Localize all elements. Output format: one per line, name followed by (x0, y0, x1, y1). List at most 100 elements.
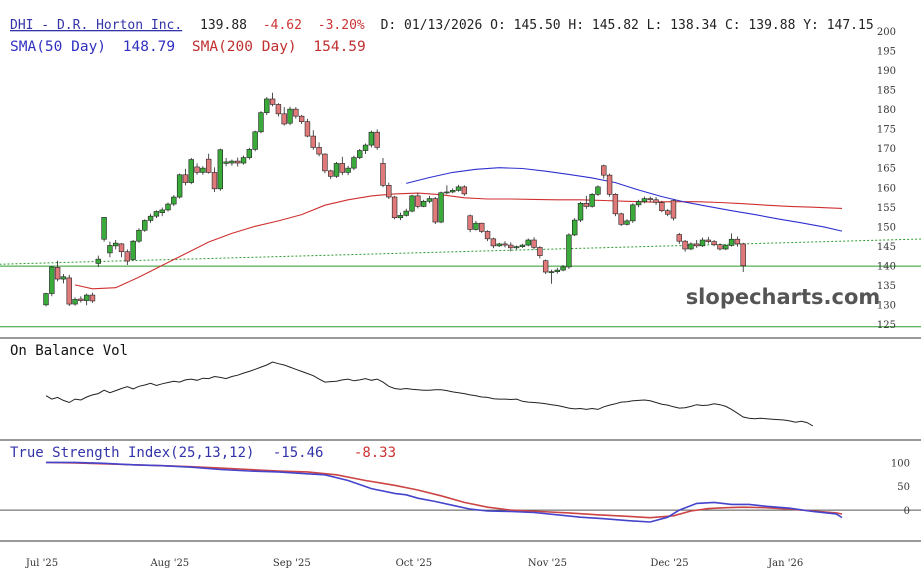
candle-body (147, 215, 154, 221)
candle-body (113, 242, 119, 247)
candle-body (60, 276, 67, 280)
candle-body (107, 245, 113, 254)
candle-body (542, 260, 549, 273)
candle-body (566, 234, 572, 268)
candle-body (287, 108, 293, 124)
price-axis-tick: 130 (877, 300, 896, 311)
candle-body (333, 163, 340, 177)
candle-body (310, 135, 316, 148)
sma-legend: SMA(50 Day) 148.79 SMA(200 Day) 154.59 (10, 39, 366, 55)
candle-body (43, 293, 49, 306)
candle-body (438, 192, 444, 223)
price-axis-tick: 185 (877, 86, 896, 97)
candle-body (188, 159, 194, 183)
candle-body (664, 210, 671, 215)
candle-body (618, 213, 624, 225)
candle-body (357, 150, 363, 158)
header-line: DHI - D.R. Horton Inc. 139.88 -4.62 -3.2… (10, 18, 874, 33)
date-axis-tick: Nov '25 (528, 558, 567, 569)
candle-body (676, 234, 682, 242)
candle-body (246, 149, 253, 158)
candle-body (153, 211, 160, 217)
candle-body (606, 174, 613, 195)
candle-body (362, 144, 369, 151)
price-axis-tick: 175 (877, 125, 896, 136)
candle-body (688, 243, 694, 250)
candle-body (345, 167, 351, 173)
candle-body (711, 241, 717, 245)
last-price: 139.88 (200, 18, 247, 33)
candle-body (211, 172, 218, 190)
candle-body (374, 131, 380, 148)
tsi-panel (0, 461, 921, 523)
candle-body (205, 158, 212, 173)
candle-body (182, 174, 189, 183)
candle-body (554, 269, 560, 272)
candle-body (624, 220, 630, 225)
candle-body (223, 161, 229, 164)
candle-body (473, 222, 479, 230)
candle-body (78, 298, 84, 301)
price-axis-tick: 190 (877, 66, 896, 77)
obv-line (45, 361, 814, 427)
sma200-line (74, 192, 843, 290)
candle-body (444, 191, 450, 194)
axis-layer: 125 130 135 140 145 150 155 160 165 170 175 180 185 1… (25, 27, 910, 569)
candle-body (508, 244, 514, 249)
candle-body (734, 238, 741, 245)
candle-body (130, 240, 136, 260)
candle-body (577, 202, 584, 221)
candle-body (136, 229, 142, 242)
candle-body (432, 198, 438, 223)
candle-body (176, 174, 183, 198)
candle-body (583, 202, 590, 207)
date-axis-tick: Jan '26 (767, 558, 803, 569)
candle-body (420, 201, 427, 207)
candle-body (560, 266, 566, 271)
candle-body (653, 199, 659, 203)
ohlc-readout: D: 01/13/2026 O: 145.50 H: 145.82 L: 138… (381, 18, 874, 33)
candle-body (531, 239, 537, 248)
candle-body (66, 277, 72, 305)
price-axis-tick: 125 (877, 320, 896, 331)
price-axis-tick: 145 (877, 242, 896, 253)
candle-body (351, 157, 357, 169)
candle-body (264, 98, 270, 113)
price-change: -4.62 (263, 18, 302, 33)
candle-body (670, 200, 677, 219)
candle-body (641, 198, 648, 203)
candle-body (705, 239, 712, 242)
candle-body (479, 222, 485, 232)
price-axis-tick: 140 (877, 261, 896, 272)
price-axis-tick: 200 (877, 27, 896, 38)
candle-body (298, 115, 305, 122)
candle-body (327, 170, 334, 177)
tsi-line (46, 461, 843, 523)
candle-body (699, 239, 706, 247)
tsi-signal-value: -8.33 (354, 445, 396, 461)
candle-body (461, 186, 468, 195)
candle-body (717, 244, 723, 250)
candle-body (101, 217, 107, 240)
price-axis-tick: 135 (877, 281, 896, 292)
price-panel (0, 92, 921, 328)
candle-body (630, 204, 636, 222)
candle-body (682, 240, 688, 250)
candle-body (403, 210, 409, 216)
candle-body (316, 147, 322, 155)
candle-body (322, 153, 328, 172)
ticker-label[interactable]: DHI - D.R. Horton Inc. (10, 18, 182, 33)
tsi-signal-line (45, 461, 843, 519)
candle-body (490, 238, 497, 247)
tsi-axis-tick: 50 (897, 482, 910, 493)
candle-body (391, 196, 398, 219)
tsi-axis-tick: 0 (904, 506, 910, 517)
date-axis-tick: Aug '25 (149, 558, 189, 569)
watermark: slopecharts.com (686, 285, 881, 309)
price-axis-tick: 170 (877, 144, 896, 155)
candle-body (496, 243, 502, 247)
price-axis-tick: 165 (877, 164, 896, 175)
sma50-label: SMA(50 Day) (10, 39, 106, 55)
candle-body (525, 239, 531, 246)
